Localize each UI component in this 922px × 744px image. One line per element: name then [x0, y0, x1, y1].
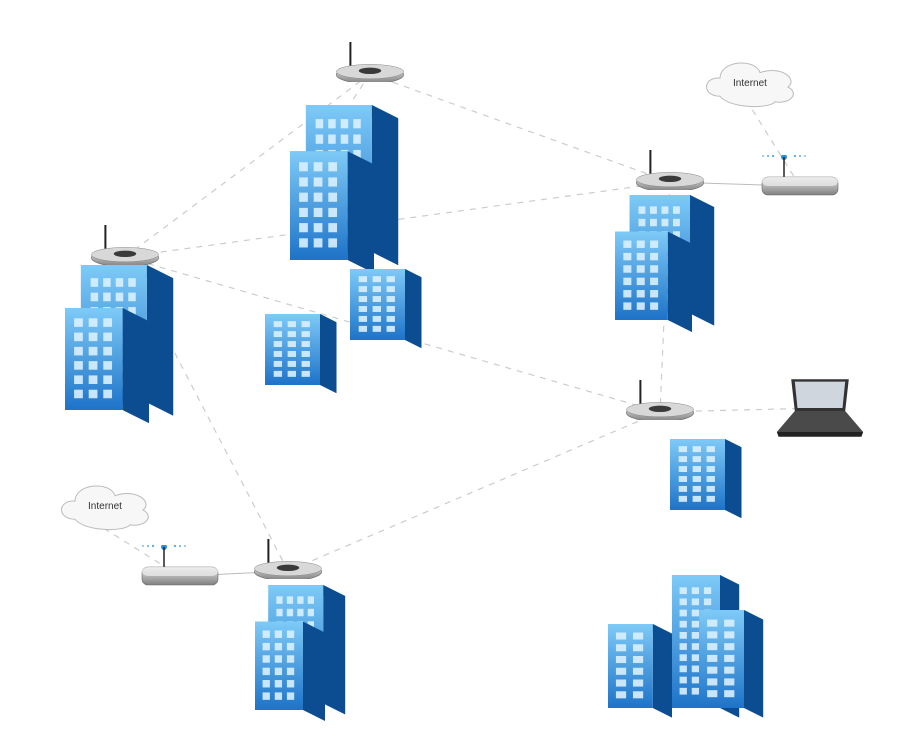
building-large-bldg_bottom	[255, 580, 377, 721]
building-large-bldg_top	[290, 100, 436, 273]
building-cluster-bldg_cluster	[600, 575, 779, 725]
access-point-ap_mid_right	[625, 380, 695, 420]
access-point-ap_left	[90, 225, 160, 265]
nodes-layer: Internet Internet	[0, 0, 922, 744]
access-point-ap_bottom	[253, 539, 323, 579]
cloud-cloud_tr	[700, 55, 800, 110]
access-point-ap_right	[635, 150, 705, 190]
building-small-bldg_sm_1	[265, 310, 337, 393]
network-diagram: Internet Internet	[0, 0, 922, 744]
building-large-bldg_left	[65, 260, 211, 423]
building-large-bldg_right	[615, 190, 749, 332]
wifi-modem-modem_tr	[760, 155, 840, 199]
building-small-bldg_sm_2	[350, 265, 422, 348]
wifi-modem-modem_bl	[140, 545, 220, 589]
laptop-laptop	[775, 378, 865, 438]
building-small-bldg_sm_3	[670, 435, 742, 518]
cloud-cloud_bl	[55, 478, 155, 533]
access-point-ap_top	[335, 42, 405, 82]
